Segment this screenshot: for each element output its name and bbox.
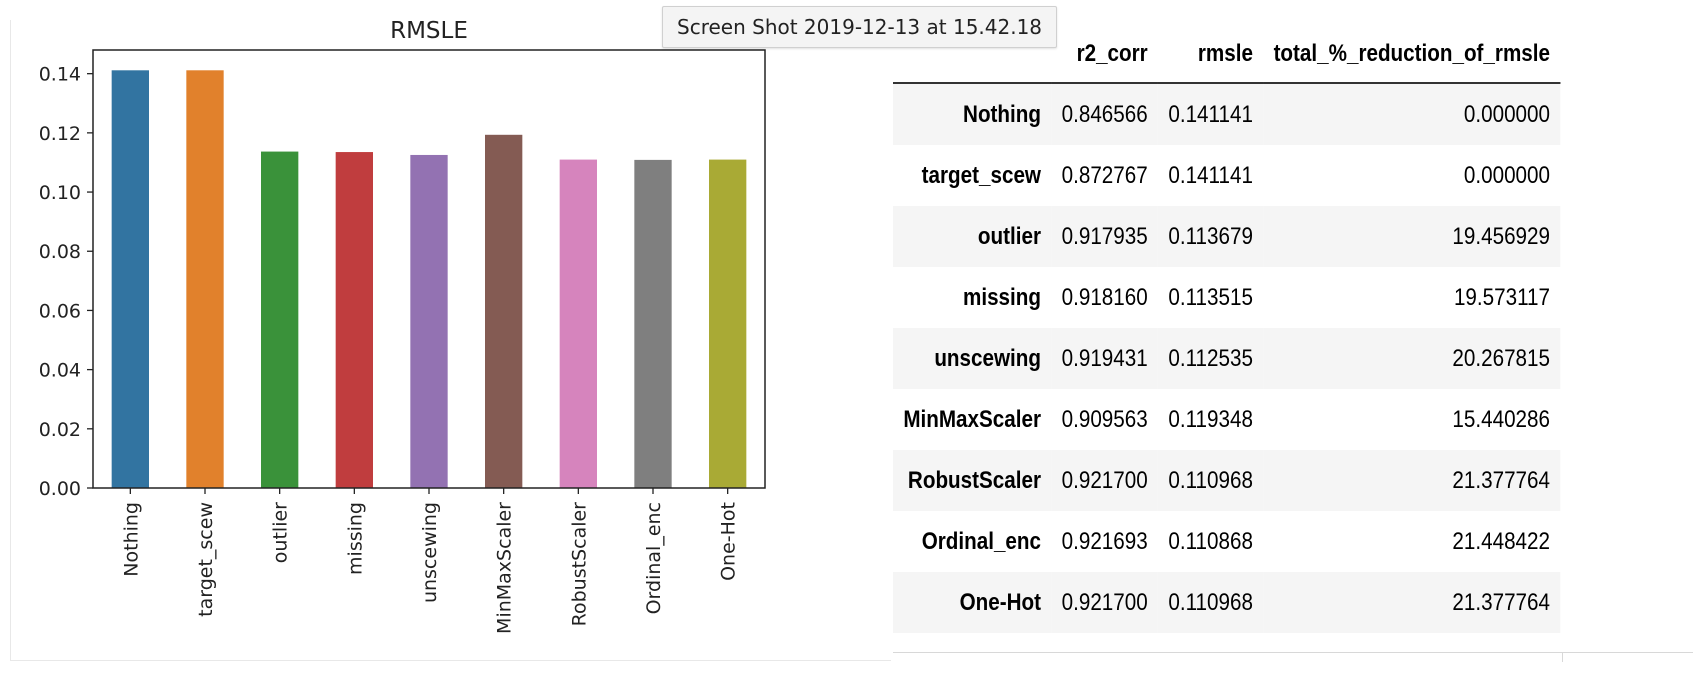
- bar-ordinal_enc: [634, 159, 672, 488]
- y-tick-label: 0.14: [39, 64, 81, 86]
- table-cell: 0.921700: [1061, 588, 1148, 616]
- table-column-header: rmsle: [1158, 26, 1264, 84]
- x-tick-label: Ordinal_enc: [643, 502, 665, 614]
- table-row: unscewing 0.919431 0.112535 20.267815: [893, 328, 1561, 389]
- bar-robustscaler: [559, 159, 597, 488]
- table-header-row: r2_corr rmsle total_%_reduction_of_rmsle: [893, 26, 1561, 84]
- y-tick-label: 0.08: [39, 241, 81, 263]
- y-tick-label: 0.12: [39, 123, 81, 145]
- table-cell: 0.110868: [1168, 527, 1253, 555]
- table-row: MinMaxScaler 0.909563 0.119348 15.440286: [893, 389, 1560, 450]
- table-cell: 0.909563: [1061, 405, 1148, 433]
- table-cell: 19.456929: [1452, 222, 1550, 250]
- y-tick-label: 0.06: [39, 300, 81, 322]
- bar-missing: [335, 152, 373, 489]
- table-column-header: total_%_reduction_of_rmsle: [1263, 26, 1561, 84]
- table-cell: 0.918160: [1061, 283, 1148, 311]
- table-bottom-border: [893, 652, 1693, 653]
- table-header: r2_corr rmsle total_%_reduction_of_rmsle: [893, 26, 1561, 84]
- table-cell: 19.573117: [1453, 283, 1550, 311]
- x-tick-label: target_scew: [195, 502, 217, 617]
- table-cell: 0.921700: [1061, 466, 1148, 494]
- table-cell: 0.917935: [1061, 222, 1148, 250]
- chart-panel: RMSLE 0.00 0.02 0.04 0.06 0.08 0.10 0.12 0.14 Not…: [10, 20, 891, 661]
- table-bottom-tick: [1562, 652, 1563, 662]
- table-column-header: r2_corr: [1051, 26, 1159, 84]
- x-tick-label: unscewing: [419, 502, 441, 603]
- table-row: Nothing 0.846566 0.141141 0.000000: [893, 83, 1561, 145]
- x-tick-label: Nothing: [120, 502, 142, 577]
- table-cell: 0.921693: [1061, 527, 1148, 555]
- results-table-panel: r2_corr rmsle total_%_reduction_of_rmsle N…: [893, 26, 1693, 666]
- table-row-index: One-Hot: [959, 588, 1041, 616]
- table-cell: 0.113679: [1168, 222, 1253, 250]
- bar-outlier: [261, 151, 299, 489]
- y-tick-label: 0.10: [39, 182, 81, 204]
- table-cell: 15.440286: [1452, 405, 1550, 433]
- table-cell: 0.110968: [1168, 588, 1253, 616]
- plot-frame: [92, 49, 766, 489]
- bar-nothing: [111, 70, 149, 488]
- table-cell: 0.919431: [1061, 344, 1148, 372]
- table-cell: 0.119348: [1168, 405, 1253, 433]
- table-row-index: Ordinal_enc: [921, 527, 1041, 555]
- table-cell: 0.113515: [1168, 283, 1253, 311]
- table-row-index: outlier: [977, 222, 1041, 250]
- table-index-header: [893, 26, 1052, 84]
- x-tick-label: missing: [344, 502, 366, 575]
- table-row: RobustScaler 0.921700 0.110968 21.377764: [893, 450, 1561, 511]
- y-tick-label: 0.04: [39, 360, 81, 382]
- results-table: r2_corr rmsle total_%_reduction_of_rmsle N…: [893, 26, 1561, 633]
- table-row-index: MinMaxScaler: [903, 405, 1041, 433]
- x-tick-label: One-Hot: [718, 502, 740, 581]
- x-tick-label: RobustScaler: [568, 502, 590, 627]
- table-row-index: RobustScaler: [907, 466, 1041, 494]
- chart-title: RMSLE: [390, 20, 468, 44]
- table-row: missing 0.918160 0.113515 19.573117: [893, 267, 1560, 328]
- table-row: target_scew 0.872767 0.141141 0.000000: [893, 145, 1560, 206]
- y-tick-label: 0.00: [39, 478, 81, 500]
- table-cell: 21.377764: [1452, 466, 1550, 494]
- table-cell: 21.448422: [1452, 527, 1550, 555]
- table-body: Nothing 0.846566 0.141141 0.000000 target_sc…: [893, 83, 1561, 633]
- x-tick-label: outlier: [270, 502, 292, 563]
- table-cell: 0.000000: [1463, 100, 1550, 128]
- table-cell: 0.141141: [1168, 100, 1253, 128]
- table-row: Ordinal_enc 0.921693 0.110868 21.448422: [893, 511, 1560, 572]
- table-cell: 21.377764: [1452, 588, 1550, 616]
- table-cell: 0.872767: [1061, 161, 1148, 189]
- table-row-index: unscewing: [934, 344, 1041, 372]
- table-row: outlier 0.917935 0.113679 19.456929: [893, 206, 1561, 267]
- table-cell: 0.112535: [1168, 344, 1253, 372]
- table-row-index: Nothing: [963, 100, 1041, 128]
- table-cell: 0.000000: [1463, 161, 1550, 189]
- table-cell: 0.141141: [1168, 161, 1253, 189]
- table-row-index: target_scew: [921, 161, 1041, 189]
- x-tick-label: MinMaxScaler: [494, 502, 516, 634]
- table-row: One-Hot 0.921700 0.110968 21.377764: [893, 572, 1561, 633]
- bar-one-hot: [709, 159, 747, 488]
- bar-minmaxscaler: [485, 134, 523, 488]
- table-row-index: missing: [962, 283, 1041, 311]
- bar-unscewing: [410, 154, 448, 489]
- table-cell: 0.110968: [1168, 466, 1253, 494]
- table-cell: 0.846566: [1061, 100, 1148, 128]
- y-tick-label: 0.02: [39, 419, 81, 441]
- rmsle-bar-chart: RMSLE 0.00 0.02 0.04 0.06 0.08 0.10 0.12 0.14 Not…: [39, 20, 766, 634]
- bar-target_scew: [186, 70, 224, 488]
- table-cell: 20.267815: [1452, 344, 1550, 372]
